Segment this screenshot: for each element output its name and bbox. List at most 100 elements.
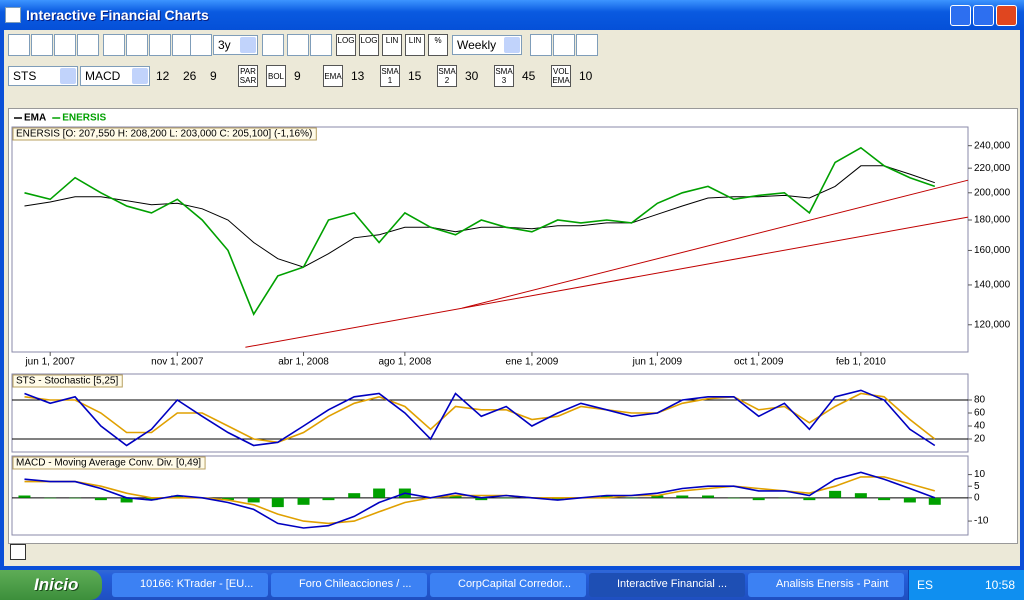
tool-button[interactable] xyxy=(576,34,598,56)
task-button[interactable]: Analisis Enersis - Paint xyxy=(748,573,904,597)
indicator-button[interactable]: VOL EMA xyxy=(551,65,571,87)
tool-button[interactable] xyxy=(287,34,309,56)
y-tick-label: 240,000 xyxy=(974,140,1011,151)
x-tick-label: jun 1, 2009 xyxy=(632,357,683,368)
tool-button[interactable] xyxy=(149,34,171,56)
app-window: Interactive Financial Charts 3y LOG LOG … xyxy=(0,0,1024,570)
histogram-bar xyxy=(500,497,513,499)
scale-button[interactable]: LIN xyxy=(382,34,402,56)
legend-label: EMA xyxy=(24,113,46,124)
task-button[interactable]: 10166: KTrader - [EU... xyxy=(112,573,268,597)
legend-label: ENERSIS xyxy=(62,113,106,124)
y-tick-label: 180,000 xyxy=(974,215,1011,226)
title-bar: Interactive Financial Charts xyxy=(0,0,1024,30)
x-tick-label: feb 1, 2010 xyxy=(836,357,886,368)
scale-button[interactable]: LOG xyxy=(359,34,379,56)
tool-button[interactable] xyxy=(103,34,125,56)
scale-button[interactable]: % xyxy=(428,34,448,56)
language: ES xyxy=(917,578,934,592)
panel-title: MACD - Moving Average Conv. Div. [0,49] xyxy=(16,458,201,469)
histogram-bar xyxy=(625,497,638,499)
histogram-bar xyxy=(778,497,791,499)
oscillator-select[interactable]: MACD xyxy=(80,66,150,86)
y-tick-label: 160,000 xyxy=(974,245,1011,256)
y-tick-label: 80 xyxy=(974,395,986,406)
histogram-bar xyxy=(752,497,765,501)
tool-button[interactable] xyxy=(530,34,552,56)
y-tick-label: 5 xyxy=(974,481,980,492)
tool-button[interactable] xyxy=(310,34,332,56)
task-button[interactable]: Foro Chileacciones / ... xyxy=(271,573,427,597)
tool-button[interactable] xyxy=(126,34,148,56)
indicator-button[interactable]: BOL xyxy=(266,65,286,87)
close-button[interactable] xyxy=(996,5,1017,26)
param: 13 xyxy=(351,69,365,83)
histogram-bar xyxy=(829,490,842,498)
interval-select[interactable]: Weekly xyxy=(452,35,522,55)
task-button[interactable]: CorpCapital Corredor... xyxy=(430,573,586,597)
histogram-bar xyxy=(854,493,867,498)
histogram-bar xyxy=(145,497,158,501)
histogram-bar xyxy=(247,497,260,503)
histogram-bar xyxy=(322,497,335,501)
indicator-button[interactable]: PAR SAR xyxy=(238,65,258,87)
maximize-button[interactable] xyxy=(973,5,994,26)
panel-title-box xyxy=(12,374,123,388)
period-select[interactable]: 3y xyxy=(213,35,258,55)
histogram-bar xyxy=(727,497,740,499)
indicator-button[interactable]: SMA 1 xyxy=(380,65,400,87)
indicator-button[interactable]: SMA 3 xyxy=(494,65,514,87)
histogram-bar xyxy=(348,493,361,498)
app-icon xyxy=(5,7,21,23)
y-tick-label: 20 xyxy=(974,434,986,445)
start-label: Inicio xyxy=(34,575,79,594)
histogram-bar xyxy=(69,497,82,499)
x-tick-label: abr 1, 2008 xyxy=(278,357,329,368)
y-tick-label: 140,000 xyxy=(974,280,1011,291)
scale-button[interactable]: LOG xyxy=(336,34,356,56)
panel-frame xyxy=(11,126,969,353)
histogram-bar xyxy=(903,497,916,503)
y-tick-label: 220,000 xyxy=(974,163,1011,174)
tool-button[interactable] xyxy=(8,34,30,56)
series-line xyxy=(24,165,935,268)
tool-button[interactable] xyxy=(553,34,575,56)
task-button[interactable]: Interactive Financial ... xyxy=(589,573,745,597)
scale-button[interactable]: LIN xyxy=(405,34,425,56)
histogram-bar xyxy=(373,488,386,498)
series-line xyxy=(24,389,936,447)
panel-title-box xyxy=(12,456,206,470)
system-tray: ES 10:58 xyxy=(908,570,1024,600)
window-title: Interactive Financial Charts xyxy=(26,7,209,23)
y-tick-label: 200,000 xyxy=(974,187,1011,198)
param: 45 xyxy=(522,69,536,83)
charts: 120,000 140,000 160,000 180,000 200,000 220,0… xyxy=(11,113,1011,536)
fit-button[interactable] xyxy=(10,544,26,560)
y-tick-label: -10 xyxy=(974,516,989,527)
oscillator-select[interactable]: STS xyxy=(8,66,78,86)
histogram-bar xyxy=(297,497,310,505)
histogram-bar xyxy=(18,495,31,498)
tool-button[interactable] xyxy=(31,34,53,56)
minimize-button[interactable] xyxy=(950,5,971,26)
y-tick-label: 60 xyxy=(974,408,986,419)
start-button[interactable]: Inicio xyxy=(0,570,102,600)
taskbar: Inicio 10166: KTrader - [EU... Foro Chil… xyxy=(0,570,1024,600)
histogram-bar xyxy=(221,497,234,501)
clock: 10:58 xyxy=(985,578,1016,592)
histogram-bar xyxy=(803,497,816,501)
indicator-button[interactable]: SMA 2 xyxy=(437,65,457,87)
tool-button[interactable] xyxy=(77,34,99,56)
histogram-bar xyxy=(94,497,107,501)
tool-button[interactable] xyxy=(190,34,212,56)
indicator-button[interactable]: EMA xyxy=(323,65,343,87)
y-tick-label: 120,000 xyxy=(974,319,1011,330)
tool-button[interactable] xyxy=(262,34,284,56)
x-tick-label: jun 1, 2007 xyxy=(24,357,75,368)
histogram-bar xyxy=(676,495,689,498)
series-line xyxy=(24,392,936,444)
tool-button[interactable] xyxy=(54,34,76,56)
histogram-bar xyxy=(271,497,284,508)
param: 30 xyxy=(465,69,479,83)
